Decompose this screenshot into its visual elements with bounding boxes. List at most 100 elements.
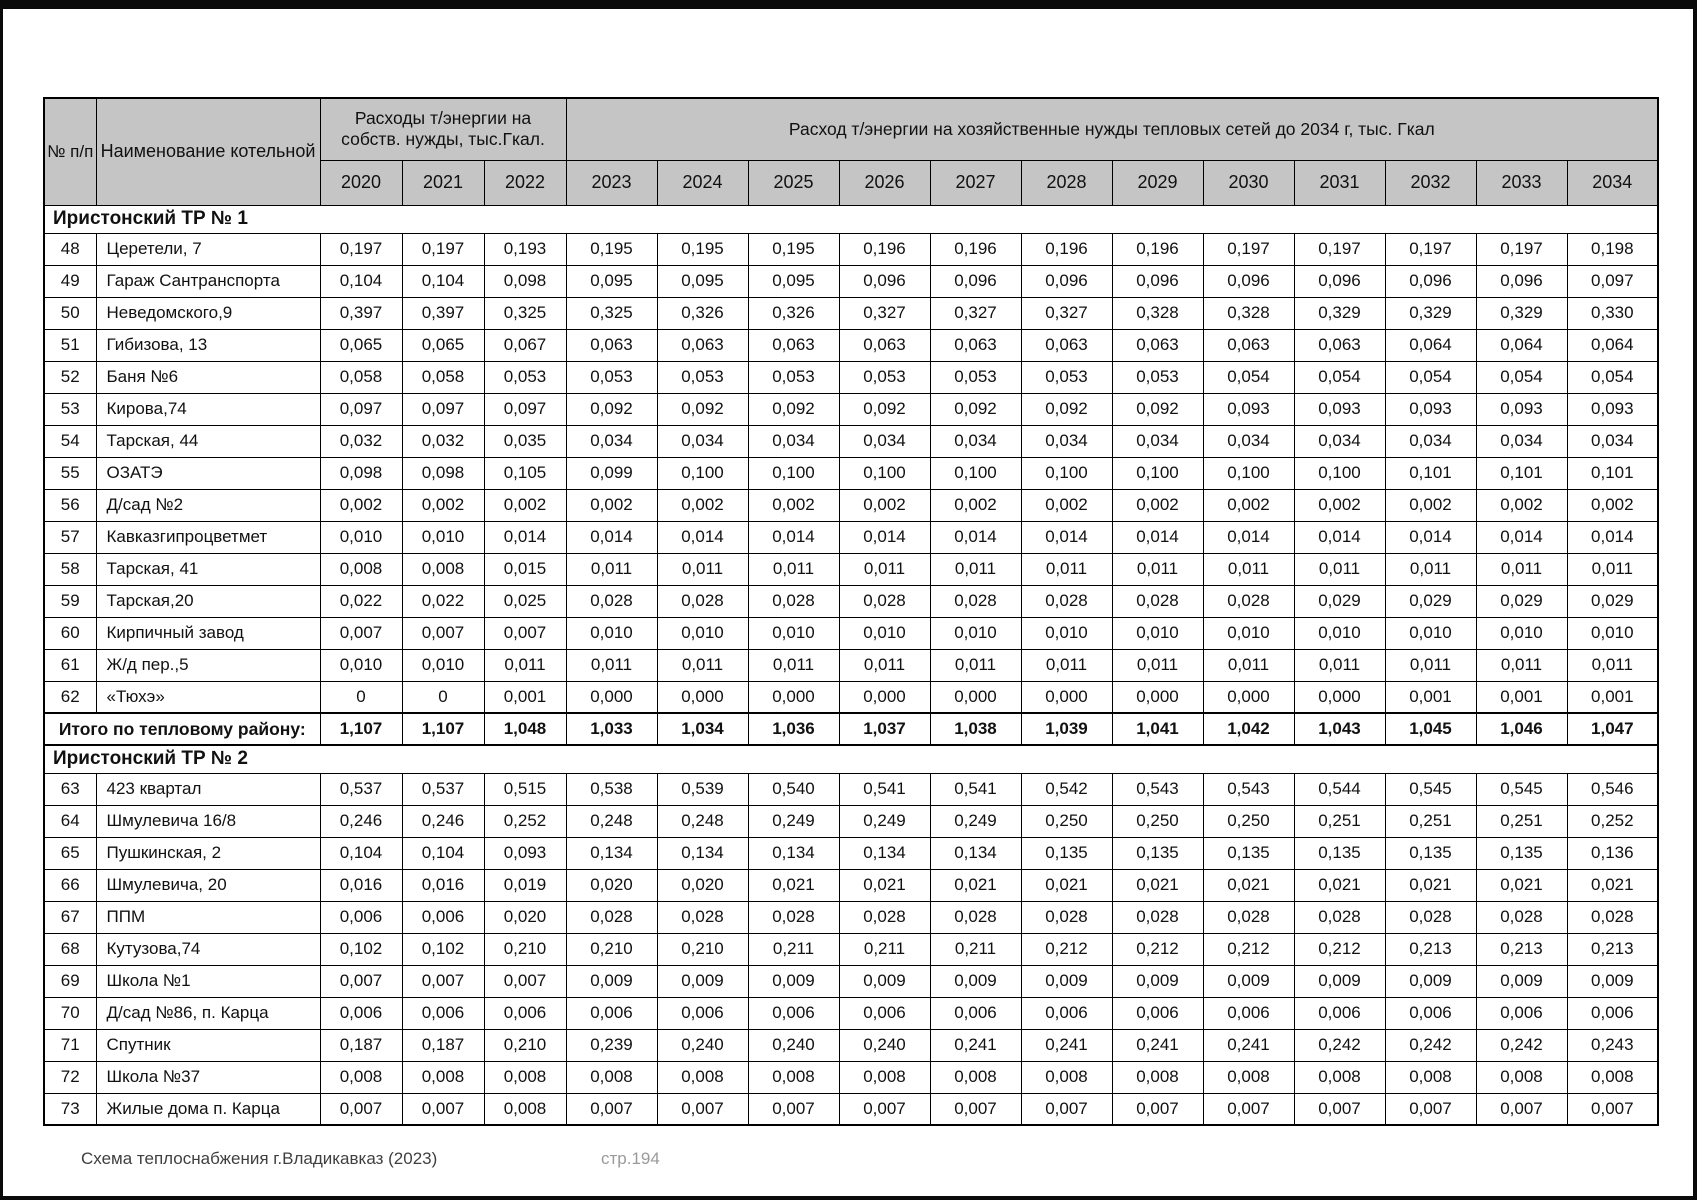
value-cell: 0,193: [483, 232, 567, 266]
value-cell: 0,095: [656, 264, 749, 298]
value-cell: 0,006: [1111, 996, 1204, 1030]
boiler-row: 61 Ж/д пер.,5 0,010 0,010 0,011 0,011 0,011 0,0…: [43, 648, 1659, 682]
value-cell: 0,008: [1475, 1060, 1568, 1094]
value-cell: 0,100: [838, 456, 931, 490]
footer-document-title: Схема теплоснабжения г.Владикавказ (2023…: [81, 1149, 438, 1168]
value-cell: 0,009: [929, 964, 1022, 998]
value-cell: 0,011: [1475, 648, 1568, 682]
value-cell: 0,028: [1202, 900, 1295, 934]
value-cell: 0,135: [1111, 836, 1204, 870]
boiler-name: Гибизова, 13: [95, 328, 321, 362]
value-cell: 0,248: [565, 804, 658, 838]
value-cell: 0,063: [838, 328, 931, 362]
value-cell: 0,016: [401, 868, 485, 902]
heat-consumption-table: № п/п Наименование котельной Расходы т/э…: [43, 97, 1660, 1126]
value-cell: 0,515: [483, 772, 567, 806]
value-cell: 0,028: [1384, 900, 1477, 934]
value-cell: 0,011: [929, 552, 1022, 586]
value-cell: 0,028: [1566, 900, 1659, 934]
value-cell: 0,097: [319, 392, 403, 426]
value-cell: 0,008: [929, 1060, 1022, 1094]
value-cell: 0,011: [1566, 552, 1659, 586]
value-cell: 0,002: [838, 488, 931, 522]
value-cell: 0,001: [1384, 680, 1477, 714]
value-cell: 0,007: [319, 964, 403, 998]
value-cell: 0,058: [401, 360, 485, 394]
boiler-row: 66 Шмулевича, 20 0,016 0,016 0,019 0,020 0,020…: [43, 868, 1659, 902]
value-cell: 0,093: [1475, 392, 1568, 426]
value-cell: 0,011: [838, 552, 931, 586]
value-cell: 0,134: [656, 836, 749, 870]
year-header: 2026: [838, 159, 931, 206]
value-cell: 0,006: [401, 996, 485, 1030]
value-cell: 0,001: [1566, 680, 1659, 714]
value-cell: 0,195: [747, 232, 840, 266]
boiler-row: 69 Школа №1 0,007 0,007 0,007 0,009 0,009 0,009…: [43, 964, 1659, 998]
total-value-cell: 1,048: [483, 712, 567, 746]
value-cell: 0,196: [1020, 232, 1113, 266]
value-cell: 0,028: [929, 900, 1022, 934]
value-cell: 0,008: [1566, 1060, 1659, 1094]
value-cell: 0,000: [1111, 680, 1204, 714]
row-number: 72: [43, 1060, 97, 1094]
boiler-row: 52 Баня №6 0,058 0,058 0,053 0,053 0,053 0,053 0…: [43, 360, 1659, 394]
value-cell: 0,210: [483, 1028, 567, 1062]
value-cell: 0,009: [656, 964, 749, 998]
value-cell: 0,240: [747, 1028, 840, 1062]
value-cell: 0,065: [319, 328, 403, 362]
value-cell: 0,034: [838, 424, 931, 458]
value-cell: 0,054: [1475, 360, 1568, 394]
value-cell: 0,537: [319, 772, 403, 806]
value-cell: 0,543: [1111, 772, 1204, 806]
value-cell: 0,008: [319, 1060, 403, 1094]
value-cell: 0,002: [656, 488, 749, 522]
value-cell: 0,011: [1475, 552, 1568, 586]
total-value-cell: 1,041: [1111, 712, 1204, 746]
value-cell: 0,326: [747, 296, 840, 330]
value-cell: 0,065: [401, 328, 485, 362]
value-cell: 0,007: [319, 1092, 403, 1126]
row-number: 61: [43, 648, 97, 682]
value-cell: 0,248: [656, 804, 749, 838]
value-cell: 0,397: [401, 296, 485, 330]
value-cell: 0,098: [319, 456, 403, 490]
value-cell: 0,010: [1202, 616, 1295, 650]
value-cell: 0,100: [1293, 456, 1386, 490]
value-cell: 0,028: [838, 584, 931, 618]
value-cell: 0,008: [401, 552, 485, 586]
value-cell: 0,249: [838, 804, 931, 838]
boiler-row: 56 Д/сад №2 0,002 0,002 0,002 0,002 0,002 0,002…: [43, 488, 1659, 522]
boiler-row: 49 Гараж Сантранспорта 0,104 0,104 0,098 0,09…: [43, 264, 1659, 298]
value-cell: 0,007: [1475, 1092, 1568, 1126]
value-cell: 0,007: [1293, 1092, 1386, 1126]
value-cell: 0,009: [1111, 964, 1204, 998]
value-cell: 0,008: [565, 1060, 658, 1094]
value-cell: 0,136: [1566, 836, 1659, 870]
value-cell: 0,327: [838, 296, 931, 330]
value-cell: 0,007: [401, 964, 485, 998]
year-header: 2031: [1293, 159, 1386, 206]
value-cell: 0,009: [1293, 964, 1386, 998]
value-cell: 0,546: [1566, 772, 1659, 806]
value-cell: 0,009: [1020, 964, 1113, 998]
value-cell: 0,001: [483, 680, 567, 714]
value-cell: 0,029: [1384, 584, 1477, 618]
year-header: 2028: [1020, 159, 1113, 206]
year-header: 2024: [656, 159, 749, 206]
value-cell: 0,032: [319, 424, 403, 458]
value-cell: 0,053: [747, 360, 840, 394]
boiler-name: Д/сад №86, п. Карца: [95, 996, 321, 1030]
boiler-name: Школа №1: [95, 964, 321, 998]
row-number: 69: [43, 964, 97, 998]
value-cell: 0,006: [656, 996, 749, 1030]
years-row: 2020 2021 2022 2023 2024 2025 2026 2027 2028 2029…: [44, 159, 1659, 206]
boiler-name: Тарская,20: [95, 584, 321, 618]
value-cell: 0,034: [747, 424, 840, 458]
footer-page-number: стр.194: [601, 1149, 660, 1168]
value-cell: 0,014: [1475, 520, 1568, 554]
value-cell: 0,096: [1475, 264, 1568, 298]
value-cell: 0,007: [1202, 1092, 1295, 1126]
value-cell: 0,211: [929, 932, 1022, 966]
value-cell: 0,064: [1384, 328, 1477, 362]
value-cell: 0,011: [565, 552, 658, 586]
